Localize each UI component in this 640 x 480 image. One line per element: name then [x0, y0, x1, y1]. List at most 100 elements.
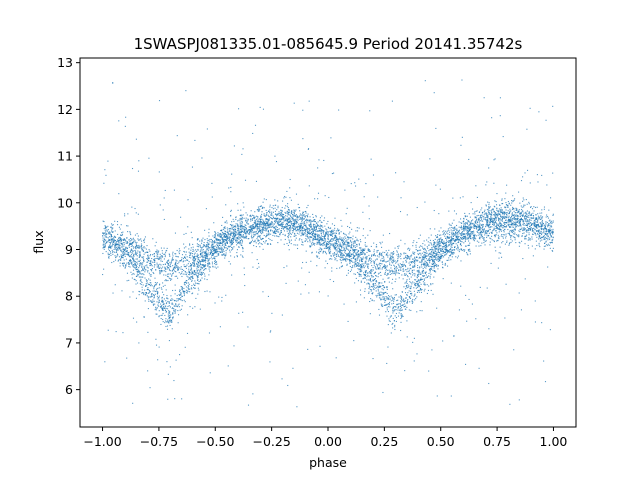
data-point [282, 226, 284, 228]
data-point [319, 240, 321, 242]
data-point [189, 272, 191, 274]
data-point [502, 202, 504, 205]
data-point [449, 227, 451, 229]
data-point [274, 235, 276, 237]
data-point [135, 212, 137, 214]
data-point [430, 273, 432, 275]
data-point [338, 245, 340, 247]
data-point [253, 216, 255, 218]
data-point [240, 229, 242, 231]
data-point [457, 239, 460, 241]
data-point [515, 219, 517, 221]
data-point [141, 249, 143, 251]
data-point [514, 212, 516, 214]
data-point [314, 224, 316, 226]
data-point [451, 232, 453, 235]
data-point [258, 226, 260, 228]
data-point [208, 268, 210, 270]
data-point [351, 253, 353, 255]
data-point [381, 268, 383, 270]
data-point [412, 301, 414, 303]
data-point [378, 264, 380, 266]
data-point [260, 233, 262, 235]
data-point [247, 223, 250, 225]
data-point [394, 281, 396, 283]
data-point [213, 222, 215, 224]
data-point [180, 266, 182, 268]
data-point [181, 287, 184, 289]
data-point [353, 242, 355, 244]
data-point [260, 238, 262, 240]
data-point [111, 261, 113, 264]
data-point [182, 258, 185, 260]
data-points [102, 79, 554, 408]
data-point [196, 272, 198, 274]
data-point [453, 229, 455, 232]
data-point [376, 258, 378, 260]
data-point [258, 235, 260, 237]
data-point [176, 275, 178, 277]
data-point [158, 256, 160, 258]
data-point [194, 259, 196, 261]
data-point [268, 224, 270, 226]
data-point [490, 231, 492, 233]
data-point [151, 265, 153, 267]
data-point [112, 240, 115, 242]
data-point [161, 271, 163, 273]
data-point [511, 208, 514, 211]
data-point [505, 192, 507, 194]
data-point [382, 260, 384, 262]
data-point [528, 212, 530, 214]
data-point [180, 260, 182, 262]
data-point [124, 267, 126, 269]
data-point [421, 263, 423, 265]
data-point [225, 236, 227, 238]
data-point [510, 223, 512, 225]
data-point [345, 260, 347, 262]
data-point [105, 233, 107, 235]
data-point [380, 262, 382, 265]
data-point [288, 224, 290, 226]
data-point [513, 223, 515, 225]
data-point [135, 245, 137, 248]
data-point [197, 254, 199, 256]
data-point [316, 256, 318, 258]
data-point [313, 226, 315, 228]
data-point [461, 241, 463, 243]
data-point [361, 250, 363, 252]
data-point [366, 251, 368, 254]
data-point [118, 120, 120, 122]
data-point [319, 224, 321, 226]
data-point [550, 229, 552, 231]
data-point [546, 221, 548, 224]
data-point [172, 313, 174, 315]
data-point [323, 230, 325, 232]
data-point [453, 228, 455, 230]
data-point [286, 222, 288, 224]
data-point [445, 243, 447, 245]
data-point [464, 223, 466, 225]
data-point [529, 206, 532, 209]
data-point [314, 236, 316, 238]
data-point [173, 267, 175, 269]
data-point [201, 256, 203, 258]
data-point [512, 236, 514, 238]
data-point [104, 225, 106, 227]
data-point [207, 240, 209, 242]
data-point [223, 227, 225, 229]
data-point [302, 227, 304, 229]
data-point [286, 230, 288, 232]
data-point [386, 273, 388, 275]
data-point [134, 241, 136, 243]
data-point [230, 234, 232, 237]
data-point [234, 231, 236, 233]
data-point [182, 290, 184, 292]
data-point [367, 263, 369, 265]
data-point [354, 264, 356, 266]
data-point [212, 246, 214, 248]
data-point [114, 247, 116, 249]
data-point [257, 223, 259, 225]
data-point [293, 222, 295, 224]
data-point [305, 261, 307, 263]
data-point [205, 245, 208, 247]
